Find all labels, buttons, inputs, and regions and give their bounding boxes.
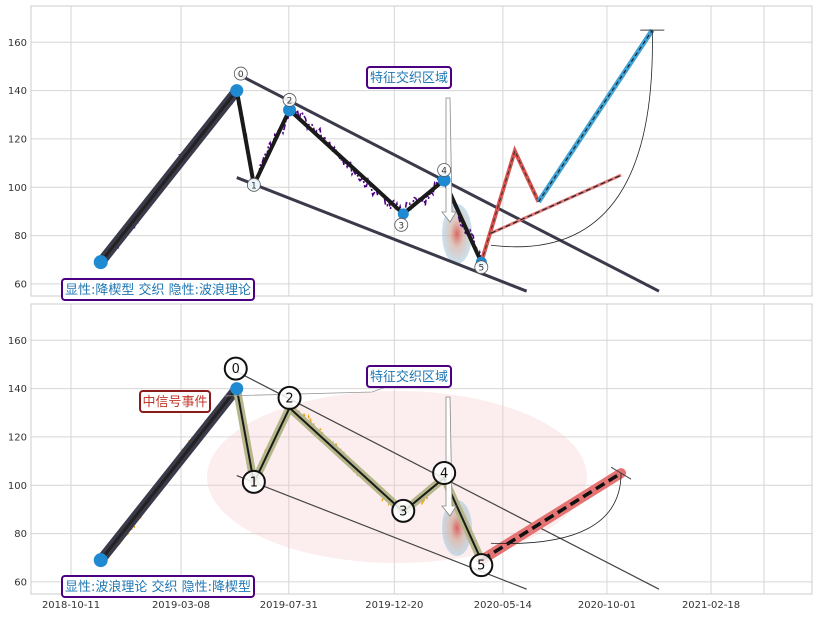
- y-tick-label: 140: [8, 86, 27, 97]
- x-tick-label: 2021-02-18: [682, 600, 740, 611]
- wave-label-circle: [469, 553, 494, 578]
- projection-arc: [490, 30, 653, 248]
- wave-label-circle: [223, 356, 248, 381]
- x-tick-label: 2018-10-11: [42, 600, 100, 611]
- wave-label-circle: [246, 177, 261, 192]
- y-tick-label: 80: [14, 231, 27, 242]
- bottom-legend-box: 显性:波浪理论 交织 隐性:降楔型: [61, 575, 255, 598]
- x-tick-label: 2020-10-01: [578, 600, 636, 611]
- projection-arc: [490, 473, 622, 544]
- price-series: [99, 91, 483, 269]
- x-tick-label: 2019-07-31: [260, 600, 318, 611]
- wave-label: 5: [478, 264, 484, 274]
- wave-point-marker: [397, 208, 409, 220]
- bottom-zone-label: 特征交织区域: [370, 369, 448, 385]
- wave-label-circle: [241, 469, 266, 494]
- wave-label: 1: [251, 181, 257, 191]
- y-tick-label: 100: [8, 481, 27, 492]
- top-plot-frame: [30, 5, 813, 297]
- y-tick-label: 60: [14, 279, 27, 290]
- wave-point-marker: [230, 84, 244, 98]
- forecast-dashed-path: [490, 173, 622, 235]
- zone-arrow: [441, 97, 457, 223]
- bottom-plot-frame: [30, 303, 813, 595]
- wave-point-marker: [283, 103, 297, 117]
- wave-label: 1: [250, 475, 258, 490]
- x-tick-label: 2019-03-08: [152, 600, 210, 611]
- wave-label: 3: [399, 504, 407, 519]
- signal-connector: [223, 386, 387, 397]
- wave-label-circle: [277, 385, 302, 410]
- top-zone-box: 特征交织区域: [366, 66, 452, 89]
- impulse-leg-core: [99, 89, 238, 264]
- bottom-signal-box: 中信号事件: [139, 390, 211, 413]
- impulse-leg-core: [99, 387, 238, 562]
- wave-label-circle: [233, 66, 248, 81]
- wave-label: 0: [238, 70, 244, 80]
- forecast-red-core: [480, 149, 539, 263]
- wave-label: 5: [477, 559, 485, 574]
- forecast-red-core: [480, 471, 622, 562]
- y-tick-label: 100: [8, 183, 27, 194]
- forecast-blue-core: [538, 29, 653, 203]
- y-tick-label: 80: [14, 529, 27, 540]
- wave-label-circle: [432, 461, 457, 485]
- wave-start-marker: [93, 553, 108, 568]
- wave-label-circle: [474, 260, 489, 275]
- wave-label-circle: [391, 498, 416, 523]
- wave-label: 3: [398, 221, 404, 231]
- y-tick-label: 140: [8, 384, 27, 395]
- wave-point-marker: [437, 173, 451, 187]
- y-tick-label: 120: [8, 134, 27, 145]
- x-tick-label: 2020-05-14: [474, 600, 532, 611]
- wave-label: 4: [440, 467, 448, 482]
- wave-label-circle: [282, 93, 297, 107]
- wave-label: 2: [287, 96, 293, 106]
- y-tick-label: 120: [8, 432, 27, 443]
- top-zone-label: 特征交织区域: [370, 70, 448, 86]
- wave-label: 0: [232, 362, 240, 377]
- bottom-zone-box: 特征交织区域: [366, 365, 452, 388]
- top-legend-label: 显性:降楔型 交织 隐性:波浪理论: [65, 282, 251, 298]
- wave-point-marker: [230, 382, 244, 396]
- top-legend-box: 显性:降楔型 交织 隐性:波浪理论: [61, 278, 255, 301]
- wave-label-circle: [437, 163, 452, 177]
- bottom-panel: 0 1 2 3 4 5 60 80 100 120 140 160 2018-10-11 2019-0…: [8, 303, 813, 611]
- top-panel: 0 1 2 3 4 5 60 80 100 120 140 160 特征交织区域 显性:降楔型 交织…: [8, 5, 813, 301]
- bottom-signal-label: 中信号事件: [142, 395, 207, 410]
- wave-label-circle: [394, 217, 409, 232]
- wave-label: 2: [285, 391, 293, 406]
- y-tick-label: 160: [8, 336, 27, 347]
- bottom-legend-label: 显性:波浪理论 交织 隐性:降楔型: [65, 579, 251, 595]
- zone-arrow: [441, 396, 457, 517]
- y-tick-label: 160: [8, 38, 27, 49]
- y-tick-label: 60: [14, 577, 27, 588]
- x-tick-label: 2019-12-20: [365, 600, 423, 611]
- wave-start-marker: [93, 255, 108, 270]
- pink-region: [207, 391, 587, 563]
- wave-label: 4: [441, 167, 447, 177]
